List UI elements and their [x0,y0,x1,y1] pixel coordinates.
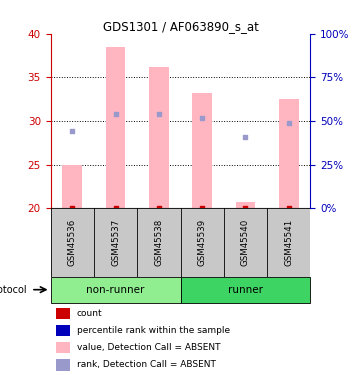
Bar [56,308,70,319]
Bar [56,325,70,336]
Text: value, Detection Call = ABSENT: value, Detection Call = ABSENT [77,343,220,352]
Point [113,111,118,117]
Point [286,205,292,211]
Point [243,205,248,211]
Point [69,128,75,134]
Text: count: count [77,309,102,318]
FancyBboxPatch shape [180,277,310,303]
Bar [279,99,299,208]
Text: GSM45541: GSM45541 [284,219,293,266]
Text: protocol: protocol [0,285,27,295]
Point [286,120,292,126]
Point [199,115,205,121]
Bar [56,342,70,354]
Text: GSM45536: GSM45536 [68,219,77,266]
Text: non-runner: non-runner [86,285,145,295]
Bar [149,67,169,208]
Text: rank, Detection Call = ABSENT: rank, Detection Call = ABSENT [77,360,216,369]
Text: runner: runner [228,285,263,295]
Bar [62,165,82,208]
Title: GDS1301 / AF063890_s_at: GDS1301 / AF063890_s_at [103,20,258,33]
FancyBboxPatch shape [51,277,180,303]
Text: GSM45538: GSM45538 [155,219,163,266]
Text: GSM45540: GSM45540 [241,219,250,266]
Point [156,205,162,211]
Text: percentile rank within the sample: percentile rank within the sample [77,326,230,334]
Point [113,205,118,211]
Point [243,134,248,140]
Text: GSM45537: GSM45537 [111,219,120,266]
Text: GSM45539: GSM45539 [198,219,206,266]
Bar [236,202,255,208]
Bar [56,359,70,370]
Point [199,205,205,211]
Point [69,205,75,211]
Bar [106,47,125,208]
Point [156,111,162,117]
Bar [192,93,212,208]
